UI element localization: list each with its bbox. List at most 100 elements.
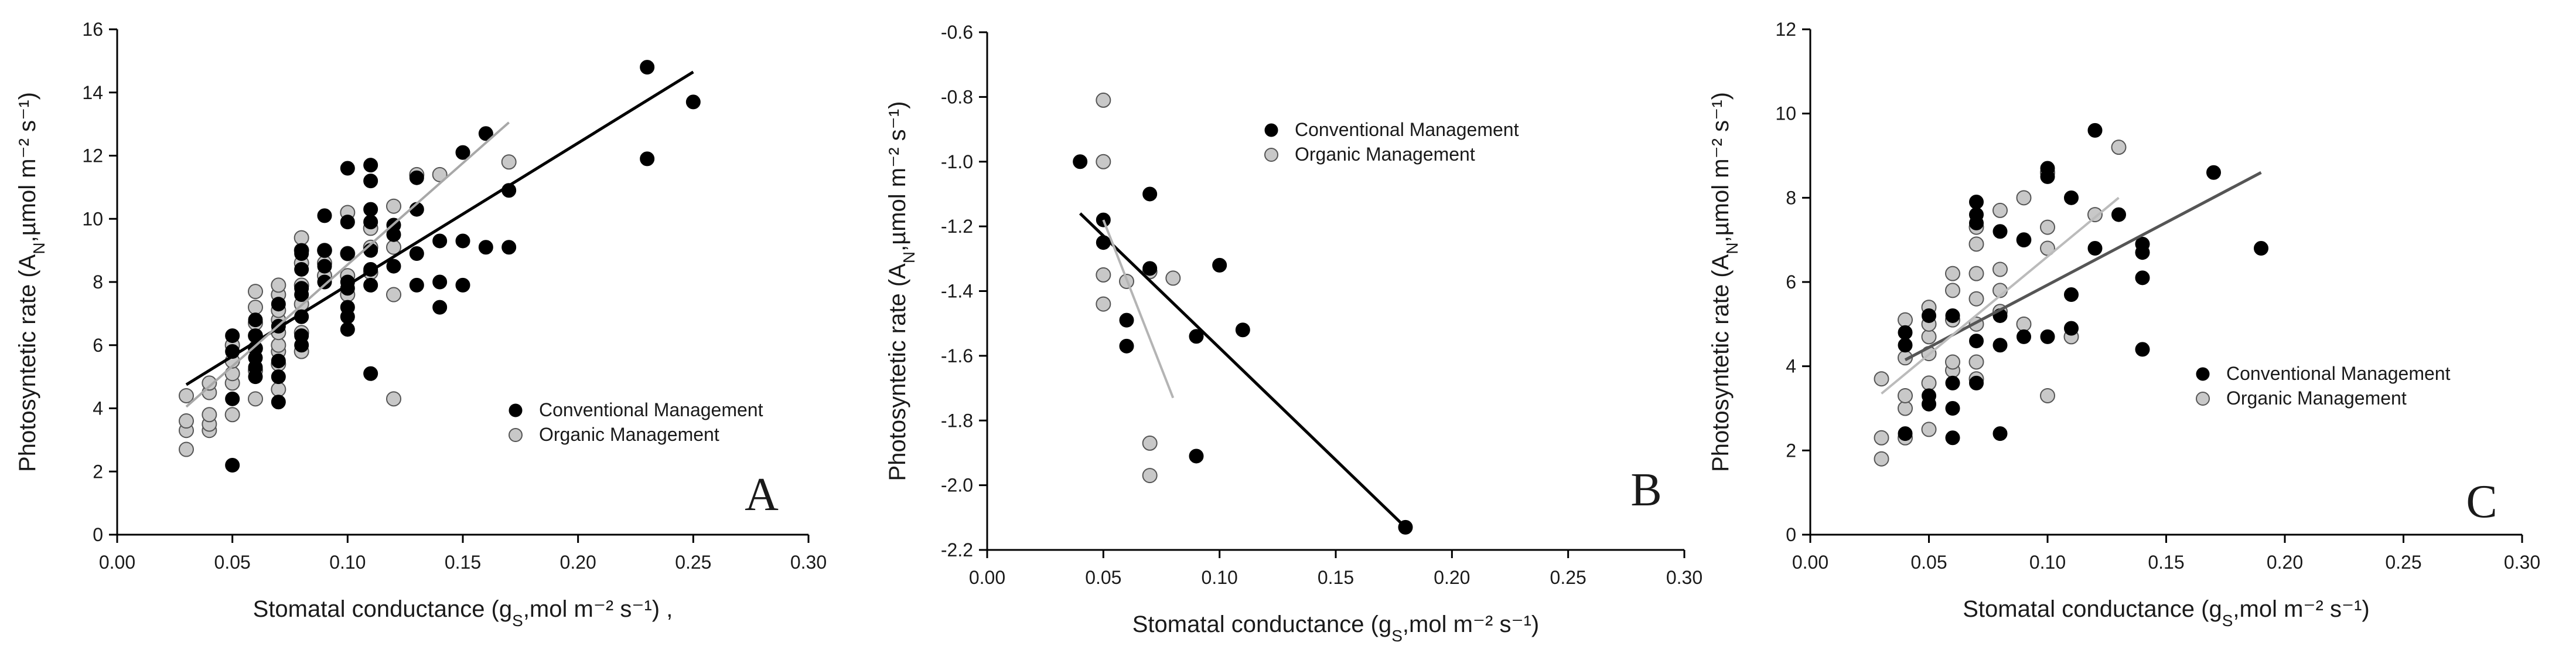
data-point-conventional <box>2017 232 2031 247</box>
panel-b: -2.2 -2.0 -1.8 -1.6 -1.4 -1.2 -1.0 -0.8 -0.6 0.00… <box>885 22 1702 645</box>
data-point-organic <box>224 407 240 423</box>
data-point-organic <box>248 284 263 300</box>
data-point-conventional <box>340 161 355 176</box>
data-point-organic <box>2111 140 2127 155</box>
x-tick-label: 0.15 <box>1318 567 1354 588</box>
data-point-conventional <box>2087 123 2103 138</box>
data-point-conventional <box>271 395 286 410</box>
x-tick-label: 0.15 <box>2148 552 2184 573</box>
data-point-organic <box>1874 371 1889 387</box>
data-point-conventional <box>317 274 332 290</box>
data-point-organic <box>501 154 517 170</box>
data-point-organic <box>1874 430 1889 446</box>
data-point-organic <box>2040 388 2055 403</box>
data-point-organic <box>2016 190 2032 206</box>
x-tick-label: 0.00 <box>969 567 1005 588</box>
x-tick-label: 0.00 <box>99 552 135 573</box>
data-point-conventional <box>1969 375 1984 390</box>
x-tick-label: 0.30 <box>2504 552 2540 573</box>
legend-label-conventional: Conventional Management <box>1295 119 1519 140</box>
data-point-organic <box>202 407 217 423</box>
panel-label: C <box>2466 476 2497 528</box>
x-tick-label: 0.05 <box>1085 567 1121 588</box>
x-tick-label: 0.15 <box>445 552 481 573</box>
y-tick-label: 6 <box>1786 271 1796 293</box>
y-tick-label: 12 <box>1775 19 1796 40</box>
data-point-conventional <box>271 297 286 312</box>
data-point-conventional <box>455 233 470 249</box>
y-tick-label: 6 <box>93 335 103 356</box>
trendline-organic <box>1102 219 1175 399</box>
y-tick-label: -0.6 <box>941 22 973 43</box>
panel-a: 0 2 4 6 8 10 12 14 16 0.00 0.05 0.10 0.15 0.20 0.25 0.3… <box>15 19 827 630</box>
data-point-organic <box>1945 266 1960 281</box>
data-point-conventional <box>685 94 701 110</box>
data-point-conventional <box>225 328 240 344</box>
data-point-organic <box>271 382 286 397</box>
data-point-conventional <box>363 277 378 293</box>
y-tick-label: -2.2 <box>941 539 973 560</box>
data-point-conventional <box>363 215 378 230</box>
data-point-conventional <box>2135 342 2150 357</box>
data-point-conventional <box>455 145 470 160</box>
data-point-organic <box>179 388 194 403</box>
data-point-organic <box>1898 400 1913 416</box>
data-point-conventional <box>271 354 286 369</box>
data-point-organic <box>386 287 401 303</box>
data-point-organic <box>386 391 401 407</box>
data-point-conventional <box>317 243 332 258</box>
data-point-conventional <box>478 126 493 141</box>
data-point-organic <box>1096 296 1111 312</box>
data-point-conventional <box>501 240 517 255</box>
data-point-organic <box>271 337 286 353</box>
data-point-conventional <box>455 277 470 293</box>
panel-label: A <box>745 469 779 521</box>
x-axis-title: Stomatal conductance (gS,mol m⁻² s⁻¹) <box>1963 596 2369 630</box>
data-point-conventional <box>2064 321 2079 336</box>
data-point-organic <box>1945 283 1960 298</box>
data-point-organic <box>224 366 240 382</box>
data-point-conventional <box>363 202 378 217</box>
y-tick-label: -1.8 <box>941 410 973 431</box>
legend-marker-organic <box>509 428 523 442</box>
data-point-conventional <box>2064 190 2079 205</box>
y-tick-label: 16 <box>82 19 103 40</box>
data-point-conventional <box>1142 186 1158 202</box>
y-tick-label: 0 <box>93 524 103 545</box>
y-tick-label: 0 <box>1786 524 1796 545</box>
data-point-conventional <box>294 281 309 296</box>
trendline-conventional <box>1079 212 1407 529</box>
data-point-organic <box>432 167 448 182</box>
data-point-conventional <box>1922 388 1936 403</box>
data-point-conventional <box>2017 329 2031 344</box>
y-tick-label: 2 <box>93 461 103 482</box>
data-point-conventional <box>317 259 332 274</box>
data-point-conventional <box>432 233 448 249</box>
legend-marker-conventional <box>2196 367 2210 381</box>
y-tick-label: 4 <box>93 398 103 419</box>
data-point-conventional <box>1119 312 1134 328</box>
y-tick-label: 4 <box>1786 356 1796 377</box>
data-point-conventional <box>2040 329 2055 344</box>
data-point-conventional <box>317 208 332 223</box>
panel-c: 0 2 4 6 8 10 12 0.00 0.05 0.10 0.15 0.20 0.25 0.30 Sto… <box>1708 19 2540 630</box>
trendline-conventional <box>185 70 694 386</box>
x-tick-label: 0.25 <box>675 552 711 573</box>
data-point-organic <box>1874 451 1889 467</box>
x-tick-label: 0.10 <box>2029 552 2066 573</box>
data-point-conventional <box>1898 338 1913 353</box>
data-point-conventional <box>248 312 263 328</box>
data-point-organic <box>1992 261 2008 277</box>
data-point-conventional <box>640 151 655 167</box>
data-point-conventional <box>271 369 286 385</box>
trendline-organic <box>1881 196 2120 395</box>
data-point-conventional <box>432 274 448 290</box>
data-point-organic <box>2016 316 2032 332</box>
data-point-conventional <box>409 277 424 293</box>
x-tick-label: 0.05 <box>1910 552 1947 573</box>
data-point-conventional <box>2135 236 2150 252</box>
data-point-organic <box>1096 154 1111 169</box>
data-point-conventional <box>340 215 355 230</box>
data-point-conventional <box>1073 154 1088 169</box>
y-axis-title: Photosyntetic rate (AN,µmol m⁻² s⁻¹) <box>15 92 48 472</box>
